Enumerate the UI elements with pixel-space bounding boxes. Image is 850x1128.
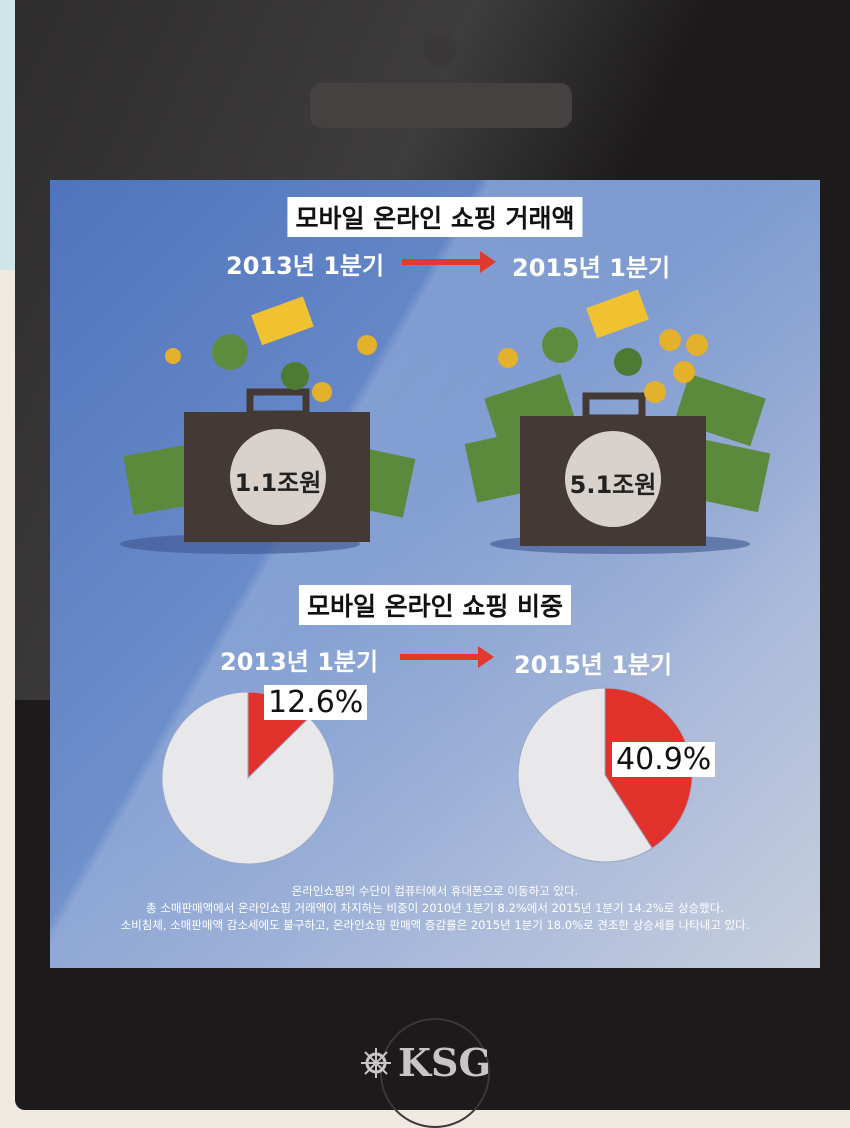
pie-charts — [161, 687, 693, 865]
pie-slice-other — [161, 691, 335, 865]
caption: 온라인쇼핑의 수단이 컴퓨터에서 휴대폰으로 이동하고 있다. 총 소매판매액에… — [50, 883, 820, 934]
pie-to-label: 2015년 1분기 — [514, 651, 673, 679]
speaker-icon — [310, 83, 572, 128]
money-illustration — [120, 289, 771, 554]
pie-from-label: 2013년 1분기 — [220, 648, 379, 676]
caption-line: 소비침체, 소매판매액 감소세에도 불구하고, 온라인쇼핑 판매액 증감률은 2… — [120, 918, 750, 932]
amount-2013: 1.1조원 — [234, 469, 322, 497]
camera-icon — [423, 33, 457, 67]
section-title-share: 모바일 온라인 쇼핑 비중 — [298, 585, 572, 625]
section-title-amount: 모바일 온라인 쇼핑 거래액 — [287, 197, 583, 237]
amount-2015: 5.1조원 — [569, 471, 657, 499]
arrow-icon — [402, 251, 496, 273]
arrow-icon — [400, 646, 494, 668]
to-label: 2015년 1분기 — [512, 254, 671, 282]
pie-label-2013: 12.6% — [264, 685, 368, 720]
pie-label-2015: 40.9% — [612, 742, 716, 777]
from-label: 2013년 1분기 — [226, 252, 385, 280]
logo-text: KSG — [398, 1040, 491, 1085]
infographic-screen: 모바일 온라인 쇼핑 거래액 2013년 1분기 2015년 1분기 — [50, 180, 820, 968]
briefcase-left-icon — [120, 296, 416, 554]
caption-line: 총 소매판매액에서 온라인쇼핑 거래액이 차지하는 비중이 2010년 1분기 … — [146, 901, 724, 915]
pie-slice-other — [517, 687, 653, 863]
ksg-logo: KSG — [360, 1040, 491, 1085]
briefcase-right-icon — [464, 289, 771, 554]
caption-line: 온라인쇼핑의 수단이 컴퓨터에서 휴대폰으로 이동하고 있다. — [291, 884, 579, 898]
ship-wheel-icon — [361, 1047, 391, 1078]
